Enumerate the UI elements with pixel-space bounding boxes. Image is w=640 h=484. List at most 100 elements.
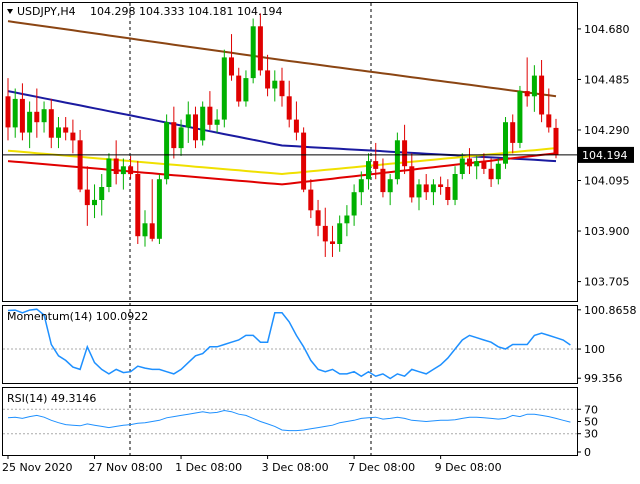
time-tick-label: 27 Nov 08:00 (89, 461, 163, 474)
candle (301, 127, 307, 193)
candle (128, 155, 134, 180)
candle (474, 155, 480, 180)
candle (438, 176, 444, 195)
candle (380, 158, 386, 198)
candle (366, 153, 371, 190)
price-tick-label: 104.485 (584, 73, 630, 86)
momentum-panel[interactable] (2, 305, 578, 384)
price-tick-label: 104.095 (584, 175, 630, 188)
rsi-line (7, 409, 571, 432)
candle (229, 34, 234, 81)
candle (337, 215, 343, 252)
candle (503, 117, 508, 169)
ohlc-label: 104.298 104.333 104.181 104.194 (90, 5, 282, 18)
candle (315, 199, 321, 237)
candle (394, 132, 400, 185)
candle (156, 174, 162, 244)
time-tick-label: 3 Dec 08:00 (262, 461, 329, 474)
candle (63, 117, 69, 141)
candle (459, 153, 465, 180)
candle (84, 166, 90, 226)
rsi-tick-label: 50 (584, 416, 598, 429)
rsi-tick-label: 30 (584, 428, 598, 441)
candle (495, 158, 501, 185)
price-tick-label: 104.290 (584, 124, 630, 137)
candle (207, 91, 213, 130)
candle (142, 210, 148, 247)
rsi-title: RSI(14) 49.3146 (7, 392, 96, 405)
rsi-panel[interactable] (2, 387, 578, 456)
candle (193, 106, 198, 149)
dropdown-triangle-icon[interactable] (7, 9, 13, 14)
candle (373, 142, 379, 180)
candle (92, 184, 97, 219)
candle (322, 207, 328, 257)
candle (430, 179, 436, 206)
candle (27, 101, 33, 149)
price-panel[interactable] (2, 2, 578, 302)
candle (510, 114, 516, 154)
candle (279, 67, 285, 107)
candle (265, 54, 271, 97)
rsi-tick-label: 0 (584, 446, 591, 459)
chart-header: USDJPY,H4 104.298 104.333 104.181 104.19… (7, 5, 282, 18)
moving-average-yellow (7, 147, 557, 176)
candle (149, 179, 155, 242)
price-tick-label: 104.680 (584, 23, 630, 36)
candle (416, 179, 422, 211)
candle (402, 124, 408, 175)
candle (164, 114, 170, 185)
candle (77, 129, 83, 193)
moving-average-brown (7, 20, 557, 98)
time-tick-label: 7 Dec 08:00 (348, 461, 415, 474)
candle (344, 205, 350, 237)
candle (539, 60, 545, 123)
candle (524, 57, 530, 107)
momentum-tick-label: 100 (584, 343, 605, 356)
momentum-tick-label: 100.8658 (584, 304, 637, 317)
candle (19, 83, 25, 141)
price-tick-label: 103.900 (584, 225, 630, 238)
candle (257, 13, 263, 76)
candle (546, 88, 552, 133)
candle (293, 101, 299, 141)
candle (308, 179, 314, 219)
candle (387, 174, 393, 206)
momentum-tick-label: 99.356 (584, 372, 623, 385)
candle (34, 88, 40, 138)
price-tick-label: 103.705 (584, 276, 630, 289)
candle (135, 161, 141, 244)
candle (41, 101, 47, 133)
candle (99, 174, 105, 216)
candle (200, 101, 206, 146)
candle (178, 119, 184, 156)
candle (351, 184, 357, 226)
candle (330, 225, 335, 257)
candle (358, 171, 364, 206)
rsi-tick-label: 70 (584, 403, 598, 416)
candle (272, 70, 278, 102)
candle (236, 67, 242, 107)
candle (214, 109, 220, 133)
momentum-line (7, 308, 571, 380)
time-tick-label: 1 Dec 08:00 (175, 461, 242, 474)
candle (531, 65, 537, 112)
momentum-title: Momentum(14) 100.0922 (7, 310, 148, 323)
candle (56, 117, 61, 149)
candle (286, 80, 292, 128)
candle (221, 49, 227, 128)
candle (185, 101, 191, 143)
candle (445, 179, 451, 206)
candle (12, 88, 18, 138)
candle (106, 153, 112, 193)
candle (243, 70, 249, 107)
current-price-tag: 104.194 (578, 146, 634, 163)
candle (481, 153, 487, 175)
candle (517, 85, 523, 149)
candle (452, 166, 458, 206)
candle (467, 148, 472, 175)
candle (409, 153, 415, 203)
candle (5, 78, 11, 141)
